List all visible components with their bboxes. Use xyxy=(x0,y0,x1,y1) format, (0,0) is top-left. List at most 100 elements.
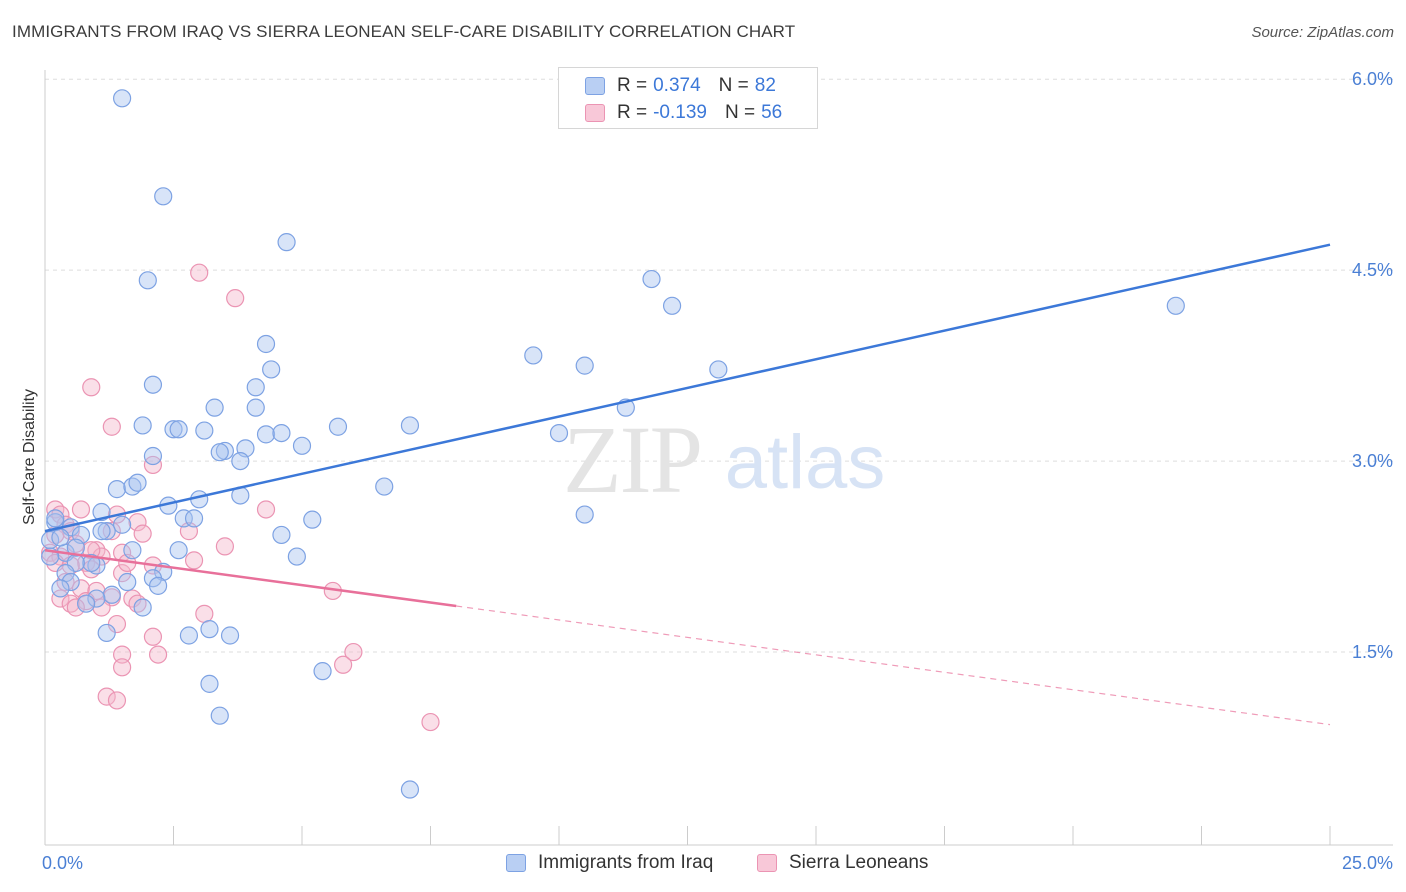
iraq-point-70 xyxy=(179,626,199,645)
iraq-point-6 xyxy=(1166,296,1185,315)
y-tick-labels: 1.5% 3.0% 4.5% 6.0% xyxy=(1352,69,1393,662)
sierra-leone-point-52 xyxy=(421,712,440,732)
iraq-point-40 xyxy=(575,505,594,524)
correlation-legend: R = 0.374 N = 82 R = -0.139 N = 56 xyxy=(558,67,818,129)
iraq-point-51 xyxy=(169,541,188,560)
iraq-point-60 xyxy=(61,572,80,592)
watermark-zip: ZIP xyxy=(563,406,701,513)
iraq-point-1 xyxy=(154,187,173,206)
iraq-point-9 xyxy=(575,356,594,375)
iraq-point-41 xyxy=(174,509,193,528)
legend-swatch-pink xyxy=(585,104,605,122)
sierra-leone-point-1 xyxy=(226,289,245,308)
iraq-point-23 xyxy=(256,425,276,444)
iraq-point-4 xyxy=(642,269,661,289)
sierra-leone-point-8 xyxy=(256,500,276,519)
sierra-leone-point-34 xyxy=(51,589,70,608)
sierra-leone-point-44 xyxy=(143,627,163,646)
sierra-leone-point-24 xyxy=(184,551,204,570)
iraq-points xyxy=(41,89,1185,799)
legend-n-label: N = xyxy=(718,75,749,96)
iraq-point-17 xyxy=(133,416,152,435)
iraq-point-48 xyxy=(272,525,291,545)
legend-row-sierra-leone: R = -0.139 N = 56 xyxy=(585,101,782,125)
iraq-point-50 xyxy=(97,522,116,541)
iraq-point-25 xyxy=(549,423,569,443)
x-tick-label-min: 0.0% xyxy=(42,853,84,873)
sierra-leone-point-7 xyxy=(71,500,91,519)
x-tick-label-max: 25.0% xyxy=(1341,853,1393,873)
sierra-leone-point-16 xyxy=(215,537,234,556)
iraq-point-81 xyxy=(66,538,85,557)
iraq-point-75 xyxy=(210,706,229,725)
sierra-leone-point-45 xyxy=(112,645,132,664)
legend-item-iraq: Immigrants from Iraq xyxy=(506,852,713,874)
iraq-point-55 xyxy=(82,553,101,573)
legend-r-label: R = xyxy=(617,102,648,123)
iraq-point-63 xyxy=(148,576,168,595)
iraq-point-22 xyxy=(400,416,420,435)
iraq-point-11 xyxy=(262,360,281,379)
sierra-leone-point-47 xyxy=(344,642,363,662)
iraq-point-39 xyxy=(92,502,111,522)
y-axis-label: Self-Care Disability xyxy=(21,389,38,525)
sierra-leone-point-40 xyxy=(66,598,85,617)
iraq-point-78 xyxy=(51,528,70,547)
iraq-point-67 xyxy=(133,598,152,617)
legend-r-label: R = xyxy=(617,75,648,96)
iraq-point-66 xyxy=(87,589,106,608)
legend-n-label: N = xyxy=(724,102,756,123)
iraq-trend-line xyxy=(44,243,1331,533)
iraq-point-73 xyxy=(313,662,332,681)
sierra-leone-point-2 xyxy=(82,378,101,397)
sierra-leone-point-3 xyxy=(102,417,121,436)
chart-title: IMMIGRANTS FROM IRAQ VS SIERRA LEONEAN S… xyxy=(12,22,796,41)
sierra-leone-trend-extension xyxy=(456,605,1331,726)
legend-label-iraq: Immigrants from Iraq xyxy=(538,852,714,873)
iraq-point-12 xyxy=(143,375,163,394)
iraq-point-0 xyxy=(112,89,132,108)
iraq-point-71 xyxy=(200,620,219,639)
iraq-point-14 xyxy=(205,398,224,417)
sierra-leone-point-13 xyxy=(102,522,121,541)
iraq-point-24 xyxy=(272,423,291,443)
iraq-point-13 xyxy=(246,378,265,397)
y-tick-label-3: 6.0% xyxy=(1352,69,1393,89)
iraq-point-29 xyxy=(292,436,312,455)
iraq-point-80 xyxy=(92,522,111,541)
iraq-point-79 xyxy=(46,509,65,528)
sierra-leone-point-0 xyxy=(190,263,209,282)
iraq-point-31 xyxy=(231,452,250,471)
legend-item-sierra-leone: Sierra Leoneans xyxy=(757,852,928,874)
legend-n-value: 56 xyxy=(761,102,783,123)
iraq-point-53 xyxy=(287,547,306,566)
sierra-leone-point-49 xyxy=(112,658,132,677)
sierra-leone-point-46 xyxy=(148,645,168,664)
sierra-leone-point-42 xyxy=(195,604,214,623)
iraq-point-52 xyxy=(123,541,142,560)
iraq-point-68 xyxy=(77,594,96,613)
sierra-leone-point-48 xyxy=(334,655,353,674)
iraq-point-10 xyxy=(709,360,728,379)
iraq-point-2 xyxy=(277,233,296,252)
iraq-point-30 xyxy=(143,446,163,466)
iraq-point-42 xyxy=(184,509,204,528)
y-tick-label-2: 4.5% xyxy=(1352,260,1393,280)
iraq-point-19 xyxy=(169,420,188,439)
legend-swatch-pink xyxy=(757,854,777,872)
iraq-point-3 xyxy=(138,271,157,290)
axes xyxy=(44,70,1393,846)
y-tick-label-0: 1.5% xyxy=(1352,642,1393,662)
sierra-leone-point-50 xyxy=(97,687,116,706)
source-credit: Source: ZipAtlas.com xyxy=(1251,24,1394,41)
legend-n-value: 82 xyxy=(754,75,776,96)
iraq-point-15 xyxy=(246,398,265,417)
watermark-atlas: atlas xyxy=(725,420,886,505)
iraq-point-8 xyxy=(524,346,543,365)
sierra-leone-point-10 xyxy=(128,513,147,532)
iraq-point-32 xyxy=(107,480,127,499)
iraq-point-61 xyxy=(118,572,137,592)
iraq-point-27 xyxy=(210,443,229,462)
iraq-point-35 xyxy=(375,477,394,496)
